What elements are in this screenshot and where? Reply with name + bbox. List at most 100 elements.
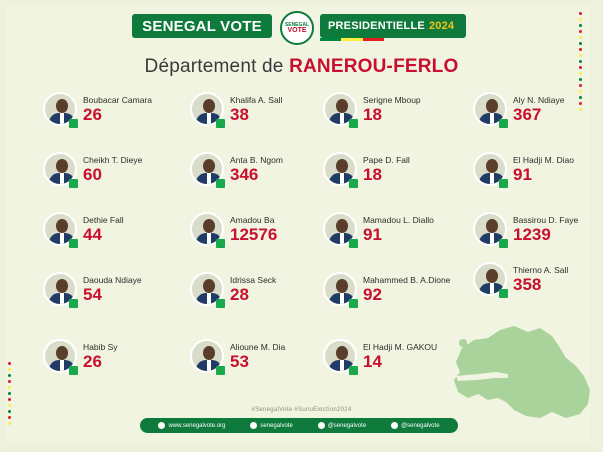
candidate-photo xyxy=(190,339,224,373)
footer-facebook[interactable]: senegalvote xyxy=(250,422,293,429)
senegal-map-icon xyxy=(454,326,590,418)
candidate-votes: 18 xyxy=(363,165,382,184)
check-icon xyxy=(499,119,508,128)
candidate-name: El Hadji M. Diao xyxy=(513,155,574,165)
candidate-name: Aly N. Ndiaye xyxy=(513,95,565,105)
candidate-votes: 60 xyxy=(83,165,102,184)
candidate-name: Thierno A. Sall xyxy=(513,265,569,275)
logo-text-top: SENEGAL xyxy=(284,22,310,28)
candidate-card: Bassirou D. Faye 1239 xyxy=(473,212,603,262)
senegal-vote-logo: SENEGAL VOTE xyxy=(280,11,314,45)
candidate-card: Habib Sy 26 xyxy=(43,339,178,389)
instagram-text: @senegalvote xyxy=(401,422,440,429)
candidate-votes: 14 xyxy=(363,352,382,371)
candidate-votes: 28 xyxy=(230,285,249,304)
election-label: PRESIDENTIELLE 2024 xyxy=(320,14,466,38)
candidate-photo xyxy=(190,92,224,126)
candidate-card: El Hadji M. GAKOU 14 xyxy=(323,339,458,389)
candidate-name: Idrissa Seck xyxy=(230,275,277,285)
candidate-name: Alioune M. Dia xyxy=(230,342,286,352)
check-icon xyxy=(216,239,225,248)
candidate-name: Habib Sy xyxy=(83,342,118,352)
check-icon xyxy=(499,239,508,248)
map-island-dot xyxy=(459,339,467,347)
check-icon xyxy=(349,239,358,248)
check-icon xyxy=(69,239,78,248)
candidate-card: Thierno A. Sall 358 xyxy=(473,262,603,312)
instagram-icon xyxy=(391,422,399,429)
candidate-card: El Hadji M. Diao 91 xyxy=(473,152,603,202)
candidate-votes: 44 xyxy=(83,225,102,244)
footer-website[interactable]: www.senegalvote.org xyxy=(158,422,226,429)
footer-twitter[interactable]: @senegalvote xyxy=(317,422,367,429)
candidate-card: Mamadou L. Diallo 91 xyxy=(323,212,458,262)
footer-instagram[interactable]: @senegalvote xyxy=(391,422,440,429)
candidate-card: Anta B. Ngom 346 xyxy=(190,152,325,202)
candidate-votes: 12576 xyxy=(230,225,278,244)
page-title: Département de RANEROU-FERLO xyxy=(0,56,603,78)
check-icon xyxy=(349,119,358,128)
candidate-votes: 1239 xyxy=(513,225,551,244)
check-icon xyxy=(499,289,508,298)
candidate-card: Cheikh T. Dieye 60 xyxy=(43,152,178,202)
check-icon xyxy=(69,299,78,308)
candidate-votes: 26 xyxy=(83,352,102,371)
candidate-votes: 54 xyxy=(83,285,102,304)
candidate-card: Daouda Ndiaye 54 xyxy=(43,272,178,322)
candidate-votes: 92 xyxy=(363,285,382,304)
candidate-card: Aly N. Ndiaye 367 xyxy=(473,92,603,142)
check-icon xyxy=(349,366,358,375)
facebook-icon xyxy=(250,422,258,429)
candidate-card: Dethie Fall 44 xyxy=(43,212,178,262)
candidate-votes: 91 xyxy=(513,165,532,184)
title-prefix: Département de xyxy=(144,56,284,77)
twitter-icon xyxy=(317,422,325,429)
candidate-name: Khalifa A. Sall xyxy=(230,95,283,105)
check-icon xyxy=(69,366,78,375)
logo-text-bottom: VOTE xyxy=(287,27,307,34)
hashtags: #SenegalVote #SunuElection2024 xyxy=(251,407,352,413)
candidate-name: Mamadou L. Diallo xyxy=(363,215,434,225)
dots-left-decoration xyxy=(8,362,14,428)
candidate-card: Amadou Ba 12576 xyxy=(190,212,325,262)
check-icon xyxy=(349,299,358,308)
brand-label: SENEGAL VOTE xyxy=(132,14,272,38)
candidate-name: Mahammed B. A.Dione xyxy=(363,275,451,285)
candidate-photo xyxy=(473,92,507,126)
candidate-card: Alioune M. Dia 53 xyxy=(190,339,325,389)
senegal-map-shape xyxy=(454,326,590,418)
check-icon xyxy=(216,119,225,128)
candidate-votes: 358 xyxy=(513,275,542,294)
candidate-votes: 38 xyxy=(230,105,249,124)
check-icon xyxy=(216,299,225,308)
candidate-name: Pape D. Fall xyxy=(363,155,410,165)
candidate-photo xyxy=(190,272,224,306)
dots-right-decoration xyxy=(579,12,585,114)
candidate-card: Mahammed B. A.Dione 92 xyxy=(323,272,458,322)
candidate-votes: 53 xyxy=(230,352,249,371)
check-icon xyxy=(69,179,78,188)
facebook-text: senegalvote xyxy=(260,422,293,429)
candidate-votes: 18 xyxy=(363,105,382,124)
check-icon xyxy=(216,179,225,188)
footer-bar: www.senegalvote.org senegalvote @senegal… xyxy=(140,418,458,433)
globe-icon xyxy=(158,422,166,429)
election-year: 2024 xyxy=(428,20,455,32)
candidate-name: Anta B. Ngom xyxy=(230,155,283,165)
check-icon xyxy=(349,179,358,188)
header-bar: SENEGAL VOTE SENEGAL VOTE PRESIDENTIELLE… xyxy=(132,11,468,45)
candidate-name: Amadou Ba xyxy=(230,215,275,225)
candidate-name: Bassirou D. Faye xyxy=(513,215,579,225)
candidate-name: Cheikh T. Dieye xyxy=(83,155,143,165)
twitter-text: @senegalvote xyxy=(327,422,367,429)
candidate-name: El Hadji M. GAKOU xyxy=(363,342,438,352)
candidate-name: Daouda Ndiaye xyxy=(83,275,142,285)
title-region: RANEROU-FERLO xyxy=(289,56,459,77)
candidate-votes: 367 xyxy=(513,105,542,124)
candidate-name: Dethie Fall xyxy=(83,215,124,225)
candidate-votes: 26 xyxy=(83,105,102,124)
candidate-votes: 91 xyxy=(363,225,382,244)
candidate-photo xyxy=(43,152,77,186)
candidate-card: Serigne Mboup 18 xyxy=(323,92,458,142)
